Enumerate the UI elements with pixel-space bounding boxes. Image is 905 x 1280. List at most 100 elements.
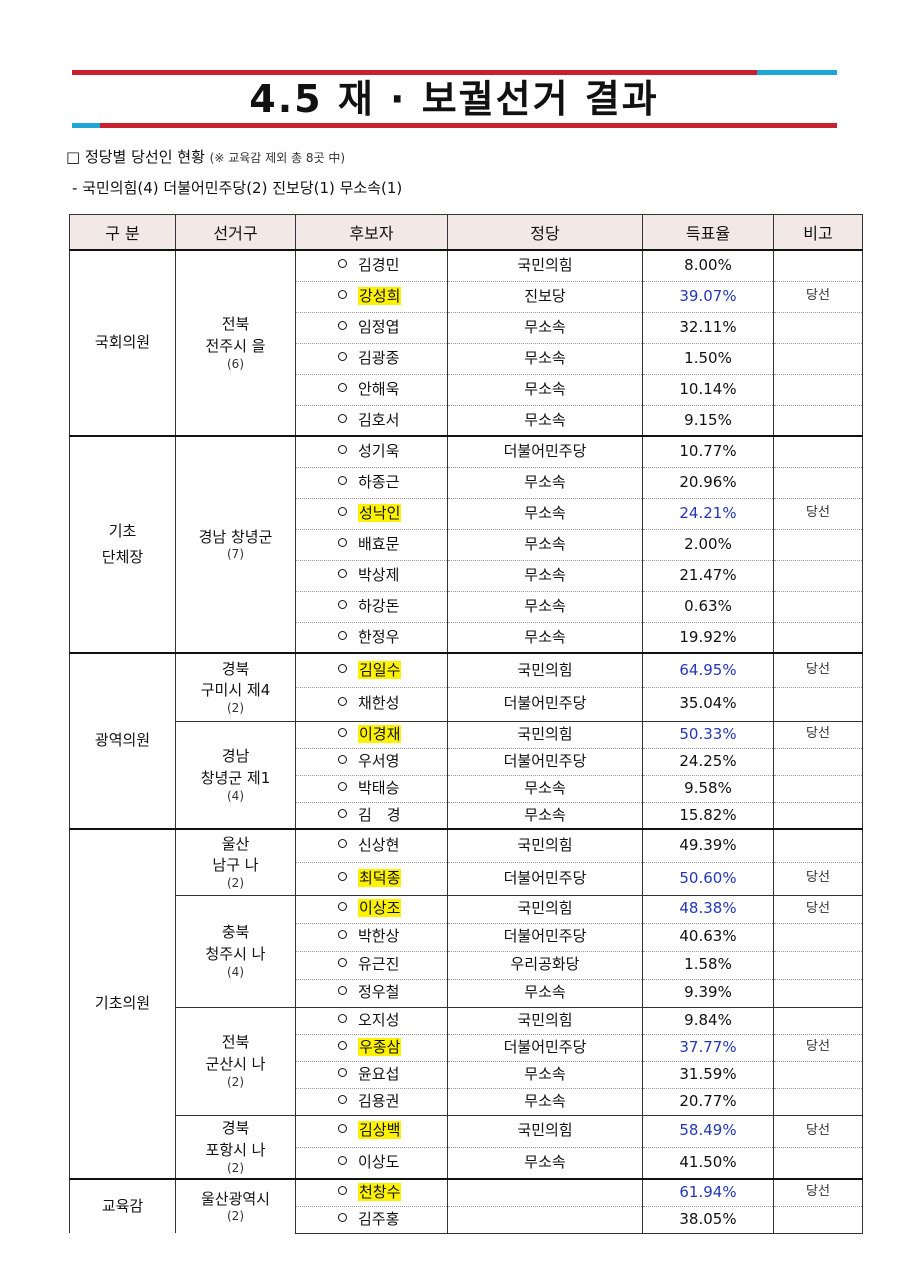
table-row: 우종삼 더불어민주당 37.77% 당선 [70, 1033, 863, 1061]
category-cell: 광역의원 [69, 652, 176, 829]
winner-name: 김상백 [358, 1121, 402, 1140]
header-category: 구 분 [69, 214, 176, 251]
top-red-rule [72, 70, 757, 75]
vote-share-cell: 20.96% [642, 466, 774, 498]
party-cell [447, 1178, 643, 1206]
bottom-cyan-rule [72, 123, 100, 128]
circle-bullet-icon [338, 986, 347, 996]
candidate-name: 성기욱 [358, 442, 400, 461]
circle-bullet-icon [338, 320, 347, 330]
party-cell: 무소속 [447, 528, 643, 560]
remark-cell [773, 249, 863, 281]
table-row: 전북 군산시 나 (2) 오지성 국민의힘 9.84% [70, 1006, 863, 1115]
party-cell: 더불어민주당 [447, 922, 643, 951]
vote-share-cell: 50.60% [642, 861, 774, 895]
party-cell: 무소속 [447, 801, 643, 829]
party-cell: 무소속 [447, 342, 643, 374]
candidate-count: (2) [227, 701, 244, 716]
district-name-line: 경북 [221, 659, 250, 678]
district-cell: 경남 창녕군 제1 (4) [175, 720, 296, 829]
remark-cell [773, 922, 863, 951]
table-row: 하종근 무소속 20.96% [70, 466, 863, 498]
party-cell: 무소속 [447, 559, 643, 591]
remark-cell [773, 747, 863, 775]
circle-bullet-icon [338, 599, 347, 609]
district-name-line: 경북 [221, 1119, 250, 1138]
table-row: 김 경 무소속 15.82% [70, 801, 863, 829]
table-row: 김광종 무소속 1.50% [70, 342, 863, 374]
candidate-count: (2) [227, 1074, 244, 1089]
vote-share-cell: 49.39% [642, 828, 774, 862]
winner-name: 이경재 [358, 724, 402, 743]
candidate-cell: 채한성 [295, 686, 448, 721]
vote-share-cell: 15.82% [642, 801, 774, 829]
remark-cell [773, 528, 863, 560]
circle-bullet-icon [338, 839, 347, 849]
party-cell: 무소속 [447, 774, 643, 802]
vote-share-cell: 32.11% [642, 311, 774, 343]
remark-cell [773, 801, 863, 829]
circle-bullet-icon [338, 259, 347, 269]
candidate-count: (2) [227, 876, 244, 891]
district-name-line: 경남 [221, 747, 250, 766]
candidate-name: 신상현 [358, 836, 400, 855]
table-row: 최덕종 더불어민주당 50.60% 당선 [70, 861, 863, 895]
district-name-line: 군산시 나 [205, 1055, 266, 1074]
vote-share-cell: 1.58% [642, 950, 774, 979]
candidate-count: (6) [227, 356, 244, 371]
candidate-cell: 윤요섭 [295, 1060, 448, 1088]
candidate-cell: 오지성 [295, 1006, 448, 1034]
party-cell: 무소속 [447, 1060, 643, 1088]
remark-cell [773, 950, 863, 979]
remark-cell [773, 1146, 863, 1179]
candidate-name: 이상도 [358, 1153, 400, 1172]
district-cell: 경북 포항시 나 (2) [175, 1114, 296, 1179]
party-winner-summary: - 국민의힘(4) 더불어민주당(2) 진보당(1) 무소속(1) [72, 179, 403, 197]
candidate-cell: 유근진 [295, 950, 448, 979]
party-cell: 무소속 [447, 1146, 643, 1179]
district-name-line: 울산 [221, 834, 250, 853]
candidate-name: 김호서 [358, 410, 400, 429]
candidate-cell: 박한상 [295, 922, 448, 951]
circle-bullet-icon [338, 871, 347, 881]
candidate-cell: 김일수 [295, 652, 448, 687]
candidate-cell: 우서영 [295, 747, 448, 775]
party-cell: 국민의힘 [447, 720, 643, 748]
district-name-line: 청주시 나 [205, 945, 266, 964]
district-name-line: 구미시 제4 [200, 681, 271, 700]
remark-cell: 당선 [773, 280, 863, 312]
candidate-count: (4) [227, 964, 244, 979]
vote-share-cell: 37.77% [642, 1033, 774, 1061]
table-row: 기초의원 울산 남구 나 (2) 신상현 국민의힘 49.39% [69, 828, 863, 1179]
district-cell: 경남 창녕군 (7) [175, 435, 296, 653]
candidate-cell: 한정우 [295, 621, 448, 653]
vote-share-cell: 24.25% [642, 747, 774, 775]
vote-share-cell: 10.14% [642, 373, 774, 405]
table-row: 임정엽 무소속 32.11% [70, 311, 863, 343]
party-cell: 무소속 [447, 373, 643, 405]
party-cell: 더불어민주당 [447, 1033, 643, 1061]
circle-bullet-icon [338, 1212, 347, 1222]
circle-bullet-icon [338, 1156, 347, 1166]
remark-cell [773, 373, 863, 405]
candidate-cell: 김광종 [295, 342, 448, 374]
candidate-name: 유근진 [358, 955, 400, 974]
candidate-cell: 천창수 [295, 1178, 448, 1206]
candidate-cell: 성낙인 [295, 497, 448, 529]
winner-name: 천창수 [358, 1183, 402, 1202]
vote-share-cell: 35.04% [642, 686, 774, 721]
section-heading-note: (※ 교육감 제외 총 8곳 中) [209, 151, 346, 165]
bottom-red-rule [100, 123, 837, 128]
candidate-name: 임정엽 [358, 317, 400, 336]
remark-cell [773, 1006, 863, 1034]
header-party: 정당 [447, 214, 643, 251]
district-name-line: 충북 [221, 923, 250, 942]
header-vote-share: 득표율 [642, 214, 774, 251]
vote-share-cell: 8.00% [642, 249, 774, 281]
circle-bullet-icon [338, 351, 347, 361]
remark-cell [773, 1205, 863, 1234]
district-name-line: 울산광역시 [200, 1189, 270, 1208]
vote-share-cell: 0.63% [642, 590, 774, 622]
header-remark: 비고 [773, 214, 863, 251]
